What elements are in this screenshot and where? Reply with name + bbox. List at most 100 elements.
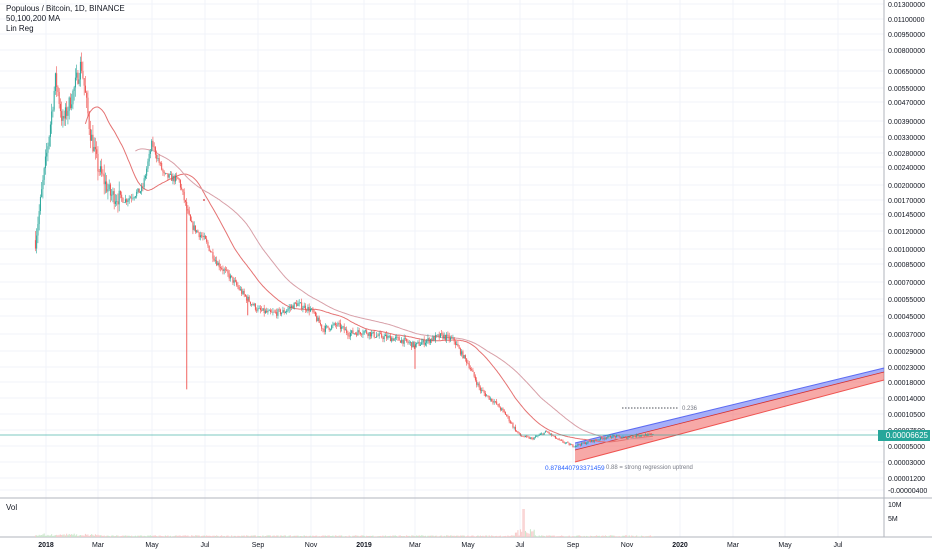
volume-bar (51, 534, 53, 537)
volume-bar (61, 534, 63, 537)
price-tick-label: 0.00950000 (888, 32, 925, 39)
candle-body (177, 177, 179, 180)
volume-bar (101, 535, 103, 537)
price-tick-label: 0.00037000 (888, 332, 925, 339)
volume-bar (229, 536, 231, 537)
candle-body (608, 435, 610, 437)
candle-body (387, 336, 389, 339)
candle-body (163, 171, 165, 174)
candle-body (341, 326, 343, 329)
volume-bar (526, 532, 528, 537)
candle-body (104, 181, 106, 185)
candle-body (307, 306, 309, 311)
volume-bar (194, 535, 196, 537)
candle-body (337, 323, 339, 326)
time-tick-label: Mar (92, 542, 105, 549)
volume-bar (491, 535, 493, 537)
candle-body (324, 325, 326, 332)
volume-bar (281, 535, 283, 537)
candle-body (614, 436, 616, 438)
volume-bar (356, 535, 358, 537)
chart-annotations: 0.236 0.878440793371459 0.88 = strong regr… (0, 199, 884, 472)
candle-body (512, 423, 514, 428)
volume-bar (131, 535, 133, 537)
candle-body (442, 333, 444, 339)
candle-body (576, 445, 578, 447)
volume-bar (102, 535, 104, 537)
price-tick-label: 0.00550000 (888, 86, 925, 93)
candle-body (261, 309, 263, 311)
volume-bar (189, 536, 191, 537)
volume-bar (519, 529, 521, 537)
volume-bar (521, 531, 523, 537)
candle-body (487, 395, 489, 397)
candle-body (618, 435, 620, 437)
pearson-value: 0.878440793371459 (545, 465, 605, 472)
volume-bar (57, 535, 59, 537)
candle-body (139, 191, 141, 193)
volume-bar (384, 535, 386, 537)
volume-bar (72, 534, 74, 537)
volume-bar (271, 536, 273, 537)
volume-bar (184, 535, 186, 537)
volume-bar (529, 529, 531, 537)
candle-body (561, 440, 563, 441)
price-tick-label: 0.00001200 (888, 476, 925, 483)
volume-bar (272, 535, 274, 537)
candle-body (461, 351, 463, 355)
volume-label[interactable]: Vol (6, 503, 18, 512)
candle-body (568, 442, 570, 446)
candle-body (543, 432, 545, 435)
volume-bar (596, 535, 598, 537)
volume-bar (144, 536, 146, 537)
volume-bar (321, 535, 323, 537)
volume-bar (278, 536, 280, 537)
candle-body (344, 329, 346, 331)
ma-indicator-label[interactable]: 50,100,200 MA (6, 14, 61, 23)
candle-body (432, 336, 434, 341)
candle-body (102, 173, 104, 175)
candle-body (391, 338, 393, 342)
volume-bar (138, 535, 140, 537)
candle-body (94, 146, 96, 150)
regression-upper-band[interactable] (575, 368, 884, 450)
volume-bar (49, 535, 51, 537)
volume-bar (426, 536, 428, 537)
price-axis[interactable]: 0.01300000 0.01100000 0.00950000 0.00800000… (888, 2, 927, 523)
regression-upper-line[interactable] (574, 367, 885, 444)
candle-body (381, 333, 383, 338)
volume-bar (147, 535, 149, 537)
candle-body (411, 342, 413, 348)
volume-bar (406, 535, 408, 537)
candle-body (571, 444, 573, 446)
candle-body (133, 197, 135, 199)
volume-bar (472, 535, 474, 537)
ma-100-line (135, 148, 653, 440)
candle-body (523, 436, 525, 438)
volume-bar (109, 536, 111, 537)
volume-bar (361, 535, 363, 537)
volume-bar (346, 536, 348, 537)
time-axis[interactable]: 2018 Mar May Jul Sep Nov 2019 Mar May Jul Sep Nov 20… (38, 542, 843, 549)
candle-body (363, 330, 365, 334)
candle-body (318, 317, 320, 323)
candle-body (34, 240, 36, 249)
linreg-indicator-label[interactable]: Lin Reg (6, 24, 34, 33)
candle-body (72, 90, 74, 105)
candle-body (548, 432, 550, 434)
candle-body (121, 194, 123, 198)
regression-lower-line[interactable] (574, 379, 885, 463)
price-candles[interactable] (34, 52, 654, 448)
candle-body (544, 431, 546, 433)
volume-bar (421, 535, 423, 537)
candle-body (326, 325, 328, 327)
volume-bar (549, 535, 551, 537)
candle-body (519, 433, 521, 436)
volume-bar (594, 535, 596, 537)
candle-body (583, 442, 585, 444)
volume-bar (46, 535, 48, 537)
volume-bar (177, 535, 179, 537)
candle-body (546, 431, 548, 432)
candle-body (251, 304, 253, 305)
